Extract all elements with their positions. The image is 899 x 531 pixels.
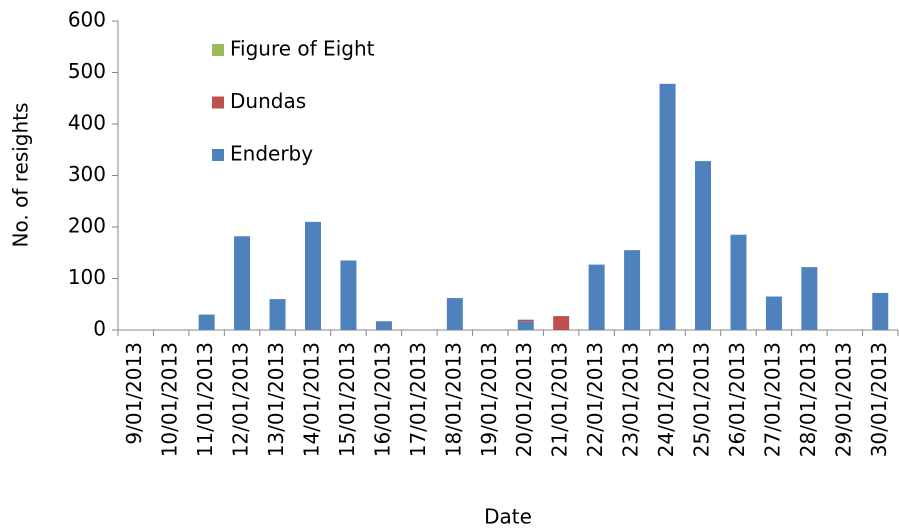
bar [269,299,286,330]
x-tick-label: 13/01/2013 [264,342,288,457]
x-tick-label: 15/01/2013 [335,342,359,457]
x-tick-label: 24/01/2013 [654,342,678,457]
x-tick-label: 26/01/2013 [725,342,749,457]
bar [375,321,392,330]
y-tick-label: 0 [93,317,106,341]
x-tick-label: 14/01/2013 [300,342,324,457]
bar [234,236,251,330]
y-tick-label: 300 [68,162,106,186]
bar [553,316,570,330]
y-tick-label: 100 [68,265,106,289]
x-tick-label: 12/01/2013 [229,342,253,457]
bar [517,319,534,322]
bar [765,296,782,330]
bar [446,298,463,330]
x-tick-label: 21/01/2013 [548,342,572,457]
bar [588,264,605,330]
x-tick-label: 27/01/2013 [760,342,784,457]
bar [659,83,676,330]
y-tick-label: 400 [68,111,106,135]
x-tick-label: 16/01/2013 [370,342,394,457]
x-tick-label: 18/01/2013 [441,342,465,457]
x-tick-label: 28/01/2013 [796,342,820,457]
y-tick-label: 600 [68,8,106,32]
x-tick-label: 17/01/2013 [406,342,430,457]
bar [801,267,818,330]
x-axis-title: Date [484,505,532,529]
legend-swatch [212,149,224,161]
bar [517,321,534,330]
legend-swatch [212,44,224,56]
x-tick-label: 30/01/2013 [867,342,891,457]
y-tick-label: 200 [68,214,106,238]
x-tick-label: 11/01/2013 [193,342,217,457]
x-tick-label: 10/01/2013 [158,342,182,457]
x-tick-label: 29/01/2013 [831,342,855,457]
bar [624,250,641,330]
bar [872,292,889,330]
legend-label: Enderby [230,142,313,166]
x-tick-label: 22/01/2013 [583,342,607,457]
legend-swatch [212,96,224,109]
x-tick-label: 19/01/2013 [477,342,501,457]
x-tick-label: 23/01/2013 [619,342,643,457]
bar [340,260,357,330]
legend-label: Dundas [230,89,306,113]
x-tick-label: 20/01/2013 [512,342,536,457]
y-tick-label: 500 [68,59,106,83]
bar [730,234,747,330]
bar [198,314,215,330]
y-axis-title: No. of resights [9,103,33,248]
bar [305,221,321,330]
bar [695,161,711,330]
x-tick-label: 9/01/2013 [122,342,146,445]
x-tick-label: 25/01/2013 [690,342,714,457]
legend-label: Figure of Eight [230,37,375,61]
